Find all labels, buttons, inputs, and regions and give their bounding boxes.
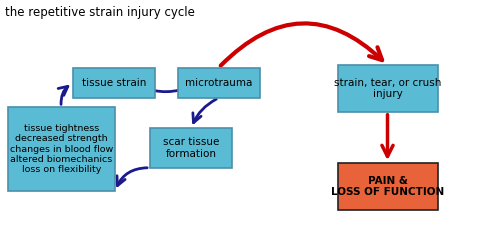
FancyBboxPatch shape xyxy=(150,128,232,168)
Text: strain, tear, or crush
injury: strain, tear, or crush injury xyxy=(334,78,441,99)
Text: tissue strain: tissue strain xyxy=(82,78,146,88)
Text: tissue tightness
decreased strength
changes in blood flow
altered biomechanics
l: tissue tightness decreased strength chan… xyxy=(10,124,113,175)
Text: scar tissue
formation: scar tissue formation xyxy=(163,137,220,159)
FancyBboxPatch shape xyxy=(178,68,260,98)
FancyBboxPatch shape xyxy=(72,68,155,98)
Text: microtrauma: microtrauma xyxy=(185,78,252,88)
FancyBboxPatch shape xyxy=(338,65,438,112)
Text: PAIN &
LOSS OF FUNCTION: PAIN & LOSS OF FUNCTION xyxy=(331,176,444,197)
FancyBboxPatch shape xyxy=(8,107,115,191)
Text: the repetitive strain injury cycle: the repetitive strain injury cycle xyxy=(5,6,195,19)
FancyBboxPatch shape xyxy=(338,163,438,210)
